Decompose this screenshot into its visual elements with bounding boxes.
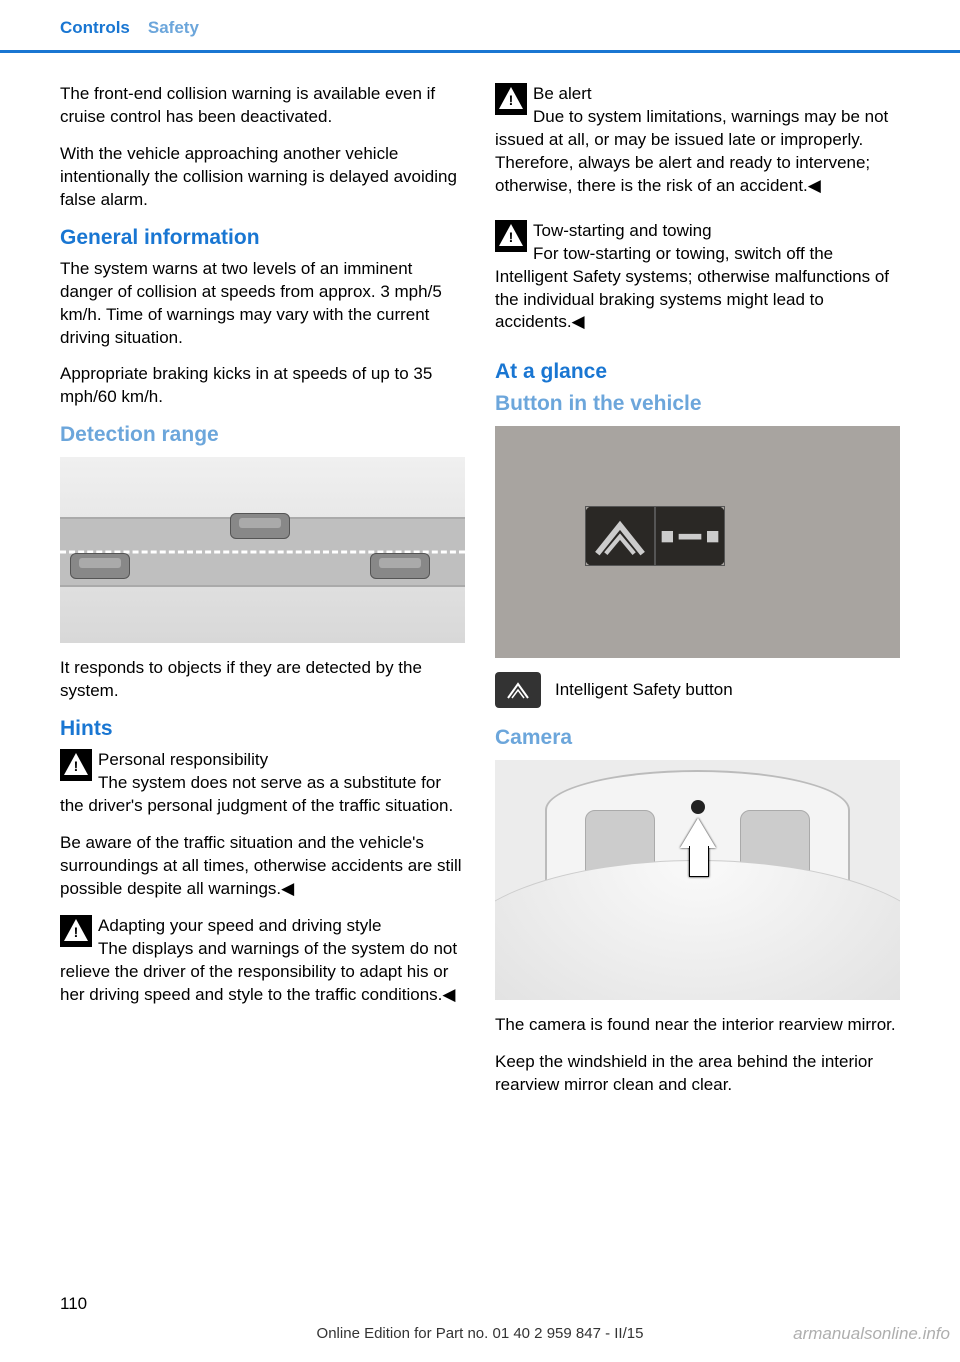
heading-general-info: General information	[60, 226, 465, 250]
other-car-icon	[230, 513, 290, 539]
right-column: Be alert Due to system limitations, warn…	[495, 83, 900, 1111]
heading-detection-range: Detection range	[60, 423, 465, 447]
detection-para: It responds to objects if they are detec…	[60, 657, 465, 703]
page-content: The front-end collision warning is avail…	[0, 53, 960, 1111]
watermark: armanualsonline.info	[793, 1324, 950, 1344]
intelligent-safety-icon	[495, 672, 541, 708]
page-number: 110	[60, 1294, 87, 1314]
hood-graphic	[495, 860, 900, 1000]
warning-triangle-icon	[60, 749, 92, 781]
button-photo	[495, 426, 900, 658]
header-tab-safety: Safety	[148, 18, 199, 38]
warning-personal-responsibility: Personal responsibility The system does …	[60, 749, 465, 818]
warning-towing: Tow-starting and towing For tow-starting…	[495, 220, 900, 335]
safety-button-row: Intelligent Safety button	[495, 672, 900, 708]
arrow-up-icon	[680, 818, 716, 848]
warning-title: Be alert	[495, 83, 900, 106]
page-header: Controls Safety	[0, 0, 960, 53]
warning-title: Personal responsibility	[60, 749, 465, 772]
ego-car-icon	[70, 553, 130, 579]
camera-dot-icon	[691, 800, 705, 814]
safety-button-label: Intelligent Safety button	[555, 680, 733, 700]
safety-button-icon	[585, 506, 655, 566]
warning-para-2: Be aware of the traffic situation and th…	[60, 832, 465, 901]
warning-body: The displays and warnings of the system …	[60, 938, 465, 1007]
button-panel-graphic	[585, 506, 725, 566]
warning-title: Tow-starting and towing	[495, 220, 900, 243]
warning-body: Due to system limitations, warnings may …	[495, 106, 900, 198]
warning-title: Adapting your speed and driving style	[60, 915, 465, 938]
camera-para-2: Keep the windshield in the area behind t…	[495, 1051, 900, 1097]
warning-adapting-speed: Adapting your speed and driving style Th…	[60, 915, 465, 1007]
left-column: The front-end collision warning is avail…	[60, 83, 465, 1111]
warning-body: For tow-starting or towing, switch off t…	[495, 243, 900, 335]
heading-camera: Camera	[495, 726, 900, 750]
warning-triangle-icon	[495, 83, 527, 115]
warning-triangle-icon	[60, 915, 92, 947]
heading-button-in-vehicle: Button in the vehicle	[495, 392, 900, 416]
intro-para-1: The front-end collision warning is avail…	[60, 83, 465, 129]
intro-para-2: With the vehicle approaching another veh…	[60, 143, 465, 212]
warning-body: The system does not serve as a substi­tu…	[60, 772, 465, 818]
general-para-2: Appropriate braking kicks in at speeds o…	[60, 363, 465, 409]
heading-at-a-glance: At a glance	[495, 360, 900, 384]
detection-range-diagram	[60, 457, 465, 643]
camera-diagram	[495, 760, 900, 1000]
header-tab-controls: Controls	[60, 18, 130, 38]
general-para-1: The system warns at two levels of an imm…	[60, 258, 465, 350]
warning-be-alert: Be alert Due to system limitations, warn…	[495, 83, 900, 198]
distance-button-icon	[655, 506, 725, 566]
heading-hints: Hints	[60, 717, 465, 741]
camera-para-1: The camera is found near the interior re…	[495, 1014, 900, 1037]
lead-car-icon	[370, 553, 430, 579]
warning-triangle-icon	[495, 220, 527, 252]
